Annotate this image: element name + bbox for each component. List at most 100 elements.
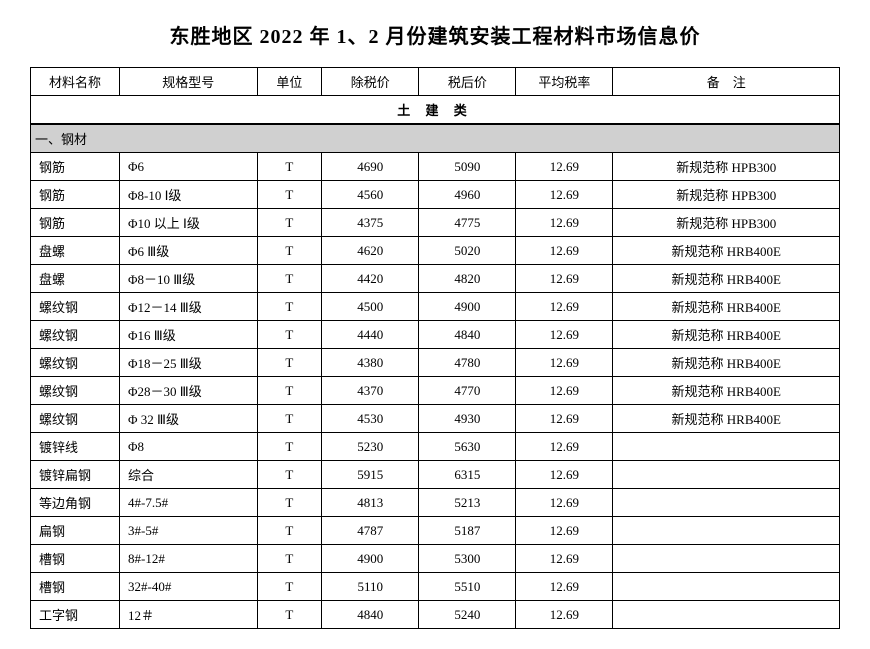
table-row: 螺纹钢Φ18－25 Ⅲ级T4380478012.69新规范称 HRB400E xyxy=(31,349,840,377)
header-unit: 单位 xyxy=(257,68,322,96)
table-body: 钢筋Φ6T4690509012.69新规范称 HPB300钢筋Φ8-10 Ⅰ级T… xyxy=(31,153,840,629)
table-row: 螺纹钢Φ28－30 Ⅲ级T4370477012.69新规范称 HRB400E xyxy=(31,377,840,405)
cell-price-incl: 4780 xyxy=(419,349,516,377)
cell-spec: Φ6 xyxy=(119,153,257,181)
cell-note: 新规范称 HRB400E xyxy=(613,405,840,433)
cell-note xyxy=(613,573,840,601)
cell-price-excl: 5110 xyxy=(322,573,419,601)
cell-price-excl: 4560 xyxy=(322,181,419,209)
cell-spec: 综合 xyxy=(119,461,257,489)
cell-note: 新规范称 HPB300 xyxy=(613,209,840,237)
cell-rate: 12.69 xyxy=(516,293,613,321)
cell-price-incl: 4930 xyxy=(419,405,516,433)
cell-rate: 12.69 xyxy=(516,321,613,349)
table-row: 钢筋Φ10 以上 Ⅰ级T4375477512.69新规范称 HPB300 xyxy=(31,209,840,237)
cell-note: 新规范称 HRB400E xyxy=(613,349,840,377)
cell-note xyxy=(613,489,840,517)
cell-price-excl: 4500 xyxy=(322,293,419,321)
header-price-incl: 税后价 xyxy=(419,68,516,96)
cell-unit: T xyxy=(257,545,322,573)
table-row: 工字钢12＃T4840524012.69 xyxy=(31,601,840,629)
cell-rate: 12.69 xyxy=(516,349,613,377)
cell-price-incl: 4960 xyxy=(419,181,516,209)
cell-rate: 12.69 xyxy=(516,545,613,573)
table-row: 盘螺Φ6 Ⅲ级T4620502012.69新规范称 HRB400E xyxy=(31,237,840,265)
table-row: 等边角钢4#-7.5#T4813521312.69 xyxy=(31,489,840,517)
cell-price-excl: 4787 xyxy=(322,517,419,545)
cell-price-excl: 4370 xyxy=(322,377,419,405)
category-row: 土 建 类 xyxy=(31,96,840,125)
cell-price-excl: 4440 xyxy=(322,321,419,349)
cell-name: 螺纹钢 xyxy=(31,405,120,433)
cell-rate: 12.69 xyxy=(516,601,613,629)
cell-unit: T xyxy=(257,237,322,265)
header-row: 材料名称 规格型号 单位 除税价 税后价 平均税率 备 注 xyxy=(31,68,840,96)
cell-price-excl: 4690 xyxy=(322,153,419,181)
table-row: 螺纹钢Φ 32 Ⅲ级T4530493012.69新规范称 HRB400E xyxy=(31,405,840,433)
cell-unit: T xyxy=(257,321,322,349)
cell-unit: T xyxy=(257,517,322,545)
cell-spec: Φ10 以上 Ⅰ级 xyxy=(119,209,257,237)
cell-price-excl: 4813 xyxy=(322,489,419,517)
cell-unit: T xyxy=(257,489,322,517)
cell-name: 钢筋 xyxy=(31,181,120,209)
page-title: 东胜地区 2022 年 1、2 月份建筑安装工程材料市场信息价 xyxy=(30,20,840,49)
cell-spec: Φ 32 Ⅲ级 xyxy=(119,405,257,433)
cell-price-incl: 5213 xyxy=(419,489,516,517)
cell-note: 新规范称 HRB400E xyxy=(613,237,840,265)
table-row: 槽钢32#-40#T5110551012.69 xyxy=(31,573,840,601)
table-row: 钢筋Φ8-10 Ⅰ级T4560496012.69新规范称 HPB300 xyxy=(31,181,840,209)
cell-rate: 12.69 xyxy=(516,153,613,181)
cell-rate: 12.69 xyxy=(516,517,613,545)
cell-price-excl: 4840 xyxy=(322,601,419,629)
cell-note xyxy=(613,433,840,461)
cell-price-incl: 6315 xyxy=(419,461,516,489)
cell-price-incl: 4820 xyxy=(419,265,516,293)
table-row: 槽钢8#-12#T4900530012.69 xyxy=(31,545,840,573)
cell-name: 螺纹钢 xyxy=(31,377,120,405)
cell-unit: T xyxy=(257,405,322,433)
cell-note xyxy=(613,545,840,573)
cell-note: 新规范称 HPB300 xyxy=(613,153,840,181)
table-row: 镀锌扁钢综合T5915631512.69 xyxy=(31,461,840,489)
cell-spec: 3#-5# xyxy=(119,517,257,545)
cell-rate: 12.69 xyxy=(516,237,613,265)
category-label: 土 建 类 xyxy=(31,96,840,125)
cell-name: 工字钢 xyxy=(31,601,120,629)
cell-name: 盘螺 xyxy=(31,237,120,265)
cell-name: 等边角钢 xyxy=(31,489,120,517)
cell-price-incl: 5020 xyxy=(419,237,516,265)
cell-rate: 12.69 xyxy=(516,461,613,489)
cell-name: 螺纹钢 xyxy=(31,293,120,321)
cell-spec: Φ8 xyxy=(119,433,257,461)
cell-rate: 12.69 xyxy=(516,377,613,405)
cell-price-excl: 5230 xyxy=(322,433,419,461)
cell-spec: 8#-12# xyxy=(119,545,257,573)
cell-name: 镀锌线 xyxy=(31,433,120,461)
cell-rate: 12.69 xyxy=(516,433,613,461)
cell-spec: Φ8－10 Ⅲ级 xyxy=(119,265,257,293)
header-spec: 规格型号 xyxy=(119,68,257,96)
cell-price-incl: 4900 xyxy=(419,293,516,321)
cell-price-excl: 4380 xyxy=(322,349,419,377)
table-row: 盘螺Φ8－10 Ⅲ级T4420482012.69新规范称 HRB400E xyxy=(31,265,840,293)
cell-price-incl: 4840 xyxy=(419,321,516,349)
cell-name: 扁钢 xyxy=(31,517,120,545)
cell-unit: T xyxy=(257,181,322,209)
table-row: 扁钢3#-5#T4787518712.69 xyxy=(31,517,840,545)
cell-note: 新规范称 HRB400E xyxy=(613,293,840,321)
price-table: 材料名称 规格型号 单位 除税价 税后价 平均税率 备 注 土 建 类 一、钢材… xyxy=(30,67,840,629)
cell-price-excl: 4375 xyxy=(322,209,419,237)
cell-name: 槽钢 xyxy=(31,573,120,601)
table-row: 螺纹钢Φ16 Ⅲ级T4440484012.69新规范称 HRB400E xyxy=(31,321,840,349)
cell-price-incl: 5187 xyxy=(419,517,516,545)
cell-name: 钢筋 xyxy=(31,209,120,237)
cell-rate: 12.69 xyxy=(516,265,613,293)
cell-price-excl: 4900 xyxy=(322,545,419,573)
cell-note: 新规范称 HRB400E xyxy=(613,321,840,349)
cell-spec: 4#-7.5# xyxy=(119,489,257,517)
cell-unit: T xyxy=(257,573,322,601)
cell-unit: T xyxy=(257,265,322,293)
cell-spec: Φ6 Ⅲ级 xyxy=(119,237,257,265)
cell-name: 盘螺 xyxy=(31,265,120,293)
